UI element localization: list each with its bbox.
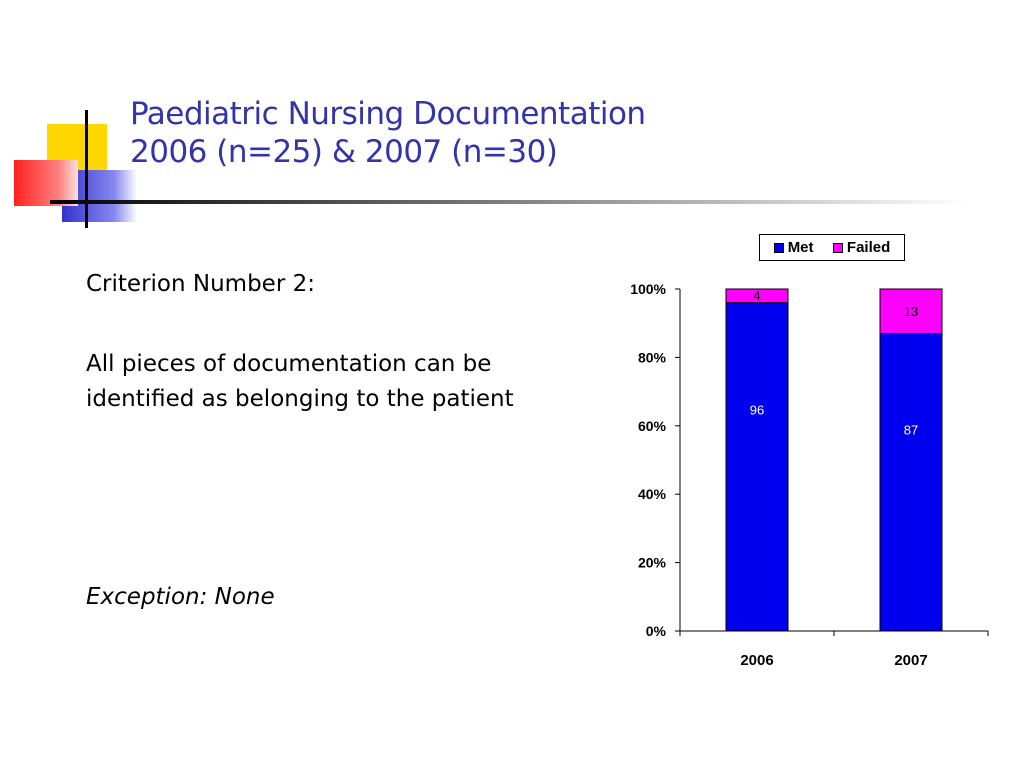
legend-label-met: Met — [787, 239, 814, 256]
x-tick-label: 2007 — [894, 652, 927, 669]
bar-met-2007 — [879, 332, 943, 632]
y-tick-label: 80% — [638, 349, 667, 365]
bar-failed-2007 — [879, 288, 943, 334]
data-label-met-2007: 87 — [904, 423, 918, 438]
bar-failed-2006 — [725, 288, 789, 304]
y-tick-label: 0% — [646, 623, 667, 639]
vertical-line-decoration — [85, 110, 88, 228]
x-tick-label: 2006 — [740, 652, 773, 669]
legend-item-met: Met — [773, 239, 814, 256]
page-title: Paediatric Nursing Documentation 2006 (n… — [130, 95, 646, 171]
criterion-label: Criterion Number 2: — [86, 271, 315, 297]
y-tick-label: 20% — [638, 555, 667, 571]
title-line-2: 2006 (n=25) & 2007 (n=30) — [130, 134, 558, 170]
criterion-description: All pieces of documentation can be ident… — [86, 351, 514, 412]
legend-swatch-failed — [832, 242, 843, 253]
chart-legend: Met Failed — [759, 234, 905, 261]
legend-swatch-met — [773, 242, 784, 253]
y-tick-label: 40% — [638, 486, 667, 502]
y-tick-label: 100% — [630, 281, 666, 297]
data-label-failed-2007: 13 — [904, 304, 918, 319]
data-label-failed-2006: 4 — [753, 288, 760, 303]
y-tick-label: 60% — [638, 418, 667, 434]
legend-label-failed: Failed — [846, 239, 891, 256]
red-square-decoration — [14, 160, 78, 206]
title-line-1: Paediatric Nursing Documentation — [130, 96, 646, 132]
bar-met-2006 — [725, 302, 789, 632]
legend-item-failed: Failed — [832, 239, 891, 256]
title-underline — [50, 200, 970, 204]
data-label-met-2006: 96 — [750, 402, 764, 417]
exception-note: Exception: None — [86, 584, 275, 610]
